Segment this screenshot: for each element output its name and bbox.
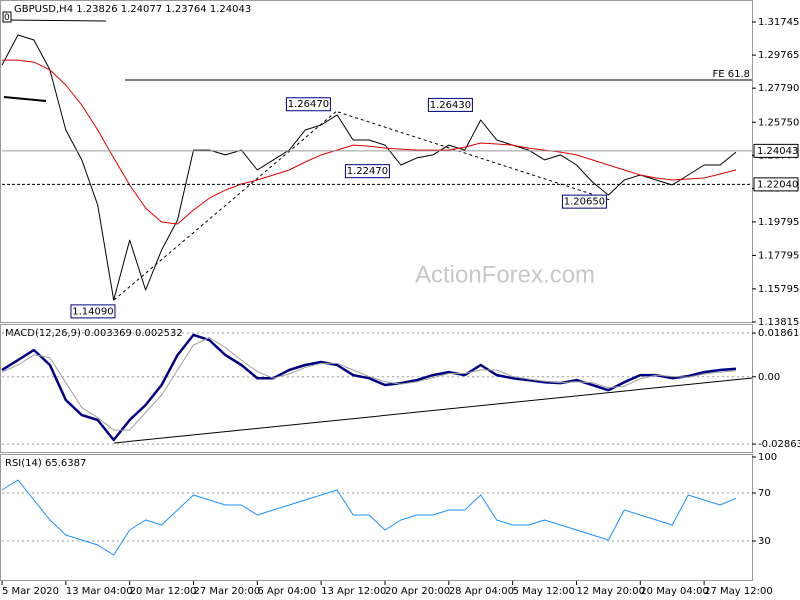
y-tick-label: 1.15795 [758,284,799,295]
y-tick-label: 0.018615 [758,328,800,339]
level-segment [3,19,107,22]
price-level-box [753,177,799,192]
y-tick-label: 0.00 [758,372,780,383]
series-line [1,333,737,442]
y-tick-label: 1.25750 [758,117,799,128]
price-level-box [753,143,799,158]
x-tick-label: 27 Mar 20:00 [193,586,260,597]
series-line [1,479,737,556]
y-tick-label: 1.17795 [758,250,799,261]
y-tick-label: 100 [758,452,777,463]
annotation-box [561,194,607,209]
y-tick-label: 1.13815 [758,317,799,328]
trendline [113,109,339,301]
fe-label: FE 61.8 [712,69,750,80]
series-line [2,59,737,225]
x-tick-label: 5 Mar 2020 [2,586,59,597]
x-tick-label: 13 Mar 04:00 [66,586,133,597]
corner-label: 0 [4,13,10,23]
rsi-pane [0,454,753,581]
price-pane [0,0,753,323]
level-segment [3,96,47,102]
y-tick-label: 1.27790 [758,83,799,94]
y-tick-label: 1.19795 [758,217,799,228]
macd-trendline [113,377,753,444]
x-tick-label: 6 Apr 04:00 [257,586,316,597]
series-line [1,337,737,431]
annotation-box [344,164,390,179]
watermark: ActionForex.com [415,261,595,288]
x-tick-label: 12 May 20:00 [576,586,645,597]
x-tick-label: 28 Apr 04:00 [449,586,514,597]
x-tick-label: 5 May 12:00 [513,586,575,597]
x-tick-label: 13 Apr 12:00 [321,586,386,597]
y-tick-label: 70 [758,488,771,499]
x-tick-label: 20 May 04:00 [640,586,709,597]
annotation-box [427,97,473,112]
annotation-label: 1.20650 [564,197,605,208]
corner-box [2,11,12,23]
x-tick-label: 20 Apr 20:00 [385,586,450,597]
y-tick-label: 30 [758,536,771,547]
series-line [1,34,737,301]
x-tick-label: 20 Mar 12:00 [130,586,197,597]
chart-title: RSI(14) 65.6387 [5,458,86,469]
price-level-label: 1.22040 [757,179,798,190]
annotation-label: 1.26470 [288,99,329,110]
annotation-box [285,97,331,112]
trendline [337,111,611,201]
price-level-label: 1.24043 [757,146,798,157]
annotation-label: 1.26430 [430,100,471,111]
chart-title: GBPUSD,H4 1.23826 1.24077 1.23764 1.2404… [14,4,251,15]
annotation-label: 1.14090 [72,306,113,317]
x-tick-label: 27 May 12:00 [704,586,773,597]
annotation-label: 1.22470 [347,166,388,177]
macd-pane [0,324,753,453]
y-tick-label: -0.028631 [758,439,800,450]
y-tick-label: 1.29765 [758,50,799,61]
y-tick-label: 1.31745 [758,17,799,28]
annotation-box [70,304,116,319]
